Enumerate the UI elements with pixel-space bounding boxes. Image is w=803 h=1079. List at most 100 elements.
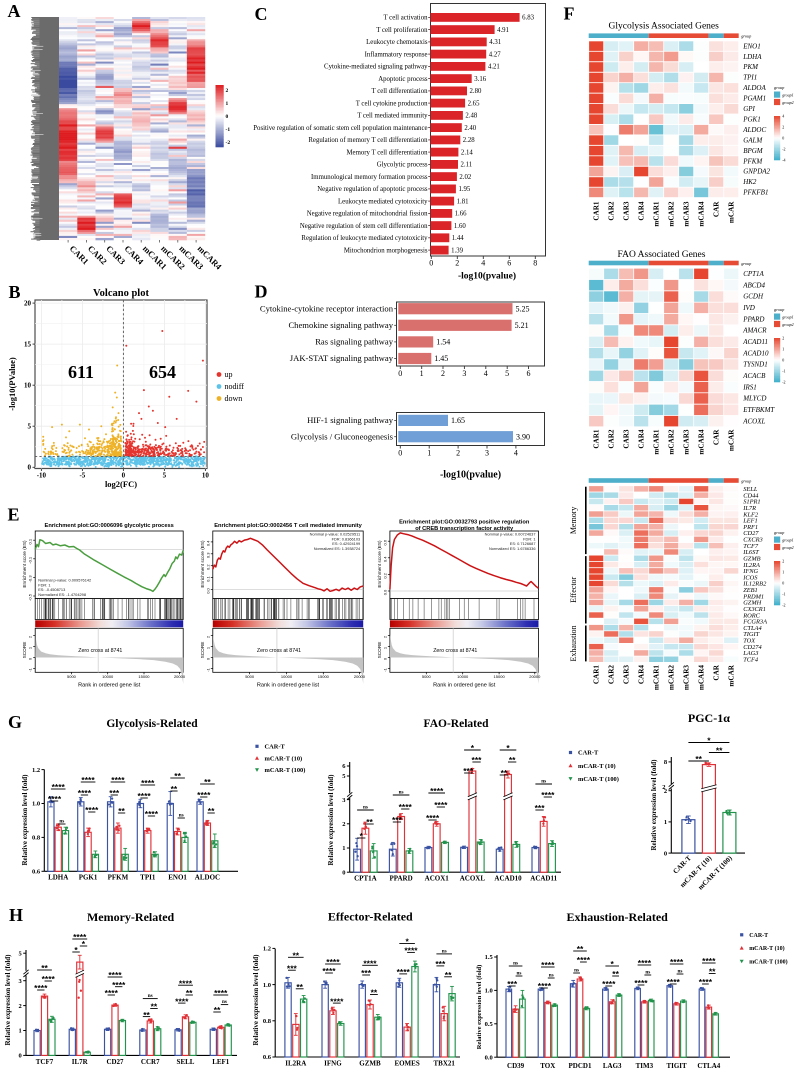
- svg-text:CX3CR1: CX3CR1: [743, 606, 766, 613]
- svg-text:IL2RA: IL2RA: [285, 1060, 306, 1068]
- svg-text:**: **: [214, 1005, 221, 1015]
- svg-text:CAR: CAR: [713, 201, 721, 217]
- svg-text:-log10(pvalue): -log10(pvalue): [458, 271, 516, 282]
- svg-text:****: ****: [434, 800, 448, 810]
- svg-text:Effector-Related: Effector-Related: [328, 910, 413, 924]
- svg-text:****: ****: [105, 988, 119, 998]
- svg-text:TCF7: TCF7: [36, 1058, 54, 1066]
- svg-text:-1: -1: [205, 667, 210, 671]
- svg-text:***: ***: [361, 968, 372, 978]
- svg-text:0: 0: [342, 869, 345, 876]
- svg-text:1: 1: [382, 646, 387, 649]
- svg-text:2: 2: [782, 125, 784, 130]
- svg-text:TBX21: TBX21: [433, 1060, 455, 1068]
- svg-text:****: ****: [397, 967, 411, 977]
- svg-text:group2: group2: [782, 545, 793, 550]
- svg-text:PRF1: PRF1: [742, 524, 758, 531]
- svg-text:2.65: 2.65: [468, 100, 480, 107]
- svg-text:5: 5: [19, 950, 23, 957]
- svg-text:4.31: 4.31: [489, 39, 501, 46]
- svg-text:Chemokine signaling pathway: Chemokine signaling pathway: [288, 320, 393, 330]
- svg-text:CAR2: CAR2: [608, 201, 616, 221]
- svg-text:***: ***: [463, 766, 474, 776]
- svg-text:mCAR-T (100): mCAR-T (100): [265, 767, 306, 774]
- svg-text:FDR: 1: FDR: 1: [38, 582, 50, 587]
- svg-text:****: ****: [197, 790, 211, 800]
- svg-text:ns: ns: [148, 993, 153, 999]
- svg-text:-1: -1: [226, 127, 231, 133]
- svg-text:Relative expression level (fol: Relative expression level (fold): [327, 774, 335, 866]
- svg-text:6: 6: [342, 763, 346, 770]
- svg-text:MLYCD: MLYCD: [742, 395, 766, 403]
- svg-text:GNPDA2: GNPDA2: [743, 168, 770, 176]
- svg-text:6: 6: [507, 259, 511, 268]
- svg-text:Immunological memory formation: Immunological memory formation process: [311, 174, 428, 181]
- svg-text:ALDOC: ALDOC: [742, 126, 766, 134]
- svg-text:group2: group2: [782, 322, 793, 327]
- svg-text:mCAR1: mCAR1: [653, 201, 661, 227]
- svg-text:1: 1: [28, 646, 33, 649]
- svg-text:Relative expression level (fol: Relative expression level (fold): [4, 954, 12, 1046]
- svg-text:FDR: 0.8366103: FDR: 0.8366103: [332, 536, 361, 541]
- svg-text:IL12RB2: IL12RB2: [742, 581, 767, 588]
- svg-text:Enrichment plot:GO:0032793 pos: Enrichment plot:GO:0032793 positive regu…: [399, 520, 530, 526]
- svg-text:3: 3: [462, 369, 466, 378]
- svg-text:Rank in ordered gene list: Rank in ordered gene list: [78, 683, 141, 689]
- svg-text:****: ****: [430, 786, 444, 796]
- svg-text:10000: 10000: [102, 674, 114, 679]
- svg-text:5.21: 5.21: [515, 321, 529, 330]
- svg-text:-2: -2: [226, 140, 231, 146]
- svg-text:2: 2: [455, 259, 459, 268]
- svg-text:LEF1: LEF1: [212, 1058, 230, 1066]
- svg-text:**: **: [204, 777, 211, 787]
- svg-text:PKM: PKM: [742, 63, 759, 71]
- svg-text:Positive regulation of somatic: Positive regulation of somatic stem cell…: [253, 125, 427, 132]
- svg-text:IL7R: IL7R: [742, 505, 756, 512]
- svg-text:10: 10: [202, 472, 210, 480]
- svg-text:group1: group1: [782, 315, 793, 320]
- svg-text:JAK-STAT signaling pathway: JAK-STAT signaling pathway: [290, 353, 394, 363]
- svg-text:IFNG: IFNG: [742, 568, 758, 575]
- svg-text:****: ****: [85, 805, 99, 815]
- svg-text:Zero cross at 8741: Zero cross at 8741: [433, 648, 477, 654]
- svg-text:PFKM: PFKM: [742, 157, 763, 165]
- svg-text:Mitochondrion morphogenesis: Mitochondrion morphogenesis: [344, 247, 428, 254]
- svg-text:TOX: TOX: [743, 637, 756, 644]
- svg-text:group1: group1: [782, 538, 793, 543]
- svg-text:2.14: 2.14: [461, 149, 473, 156]
- svg-text:Nominal p-value: 0.02529511: Nominal p-value: 0.02529511: [310, 532, 361, 537]
- svg-text:up: up: [225, 370, 233, 379]
- svg-text:ACACB: ACACB: [742, 372, 766, 380]
- svg-text:1.95: 1.95: [458, 186, 470, 193]
- svg-text:ACAD10: ACAD10: [494, 875, 522, 883]
- svg-text:1.60: 1.60: [454, 223, 466, 230]
- svg-text:0.4: 0.4: [205, 540, 210, 546]
- svg-text:0: 0: [782, 581, 784, 586]
- svg-text:2: 2: [28, 635, 33, 638]
- svg-text:Rank in ordered gene list: Rank in ordered gene list: [257, 683, 320, 689]
- svg-text:2: 2: [441, 369, 445, 378]
- svg-text:Regulation of leukocyte mediat: Regulation of leukocyte mediated cytotox…: [301, 235, 428, 242]
- svg-text:15000: 15000: [318, 674, 330, 679]
- svg-text:down: down: [225, 394, 243, 403]
- svg-text:1: 1: [205, 646, 210, 649]
- svg-text:-0.1: -0.1: [28, 556, 33, 564]
- svg-text:Effector: Effector: [569, 576, 578, 602]
- svg-text:group: group: [741, 478, 752, 483]
- svg-text:0: 0: [664, 850, 667, 857]
- svg-text:TPI1: TPI1: [743, 74, 757, 82]
- svg-text:PPARD: PPARD: [742, 315, 764, 323]
- svg-text:3: 3: [19, 978, 23, 985]
- svg-text:BPGM: BPGM: [743, 147, 764, 155]
- svg-text:TCF7: TCF7: [743, 543, 759, 550]
- svg-text:****: ****: [112, 980, 126, 990]
- svg-text:mCAR4: mCAR4: [698, 665, 706, 691]
- svg-text:G: G: [8, 712, 22, 732]
- svg-text:CD27: CD27: [106, 1058, 124, 1066]
- svg-text:Zero cross at 8741: Zero cross at 8741: [78, 648, 122, 654]
- svg-text:HIF-1 signaling pathway: HIF-1 signaling pathway: [307, 415, 394, 425]
- svg-text:GZMB: GZMB: [743, 555, 760, 562]
- svg-text:2: 2: [382, 635, 387, 638]
- svg-text:mCAR3: mCAR3: [683, 665, 691, 691]
- svg-text:2: 2: [782, 336, 784, 341]
